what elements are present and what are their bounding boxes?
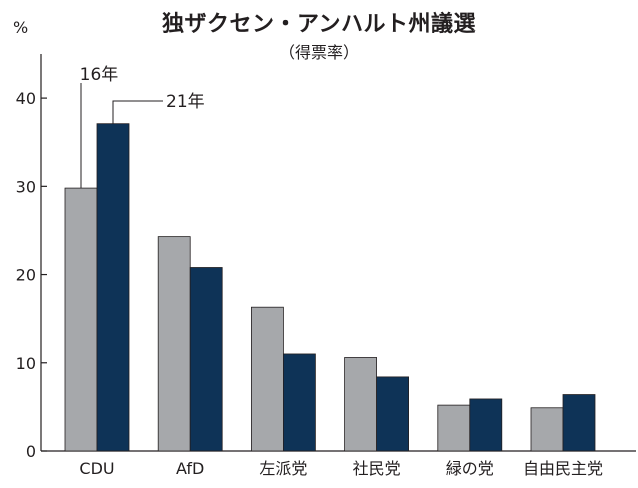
x-tick-label: CDU: [79, 459, 114, 478]
x-tick-label: 自由民主党: [523, 459, 603, 478]
y-tick-label: 30: [16, 177, 36, 196]
bar: [282, 353, 316, 452]
bar: [64, 187, 98, 452]
series-label: 16年: [80, 65, 119, 85]
bars: [64, 123, 596, 452]
bar: [562, 394, 596, 452]
x-tick-label: 左派党: [259, 459, 307, 478]
bar: [189, 267, 223, 452]
leader-line: [112, 100, 163, 124]
y-tick-label: 10: [16, 354, 36, 373]
bar: [250, 306, 284, 452]
bar: [376, 376, 410, 452]
x-tick-label: 緑の党: [446, 459, 494, 478]
y-axis-unit: %: [13, 18, 29, 37]
bar: [437, 404, 471, 452]
bar: [530, 407, 564, 452]
chart-title: 独ザクセン・アンハルト州議選: [161, 12, 477, 37]
x-tick-label: 社民党: [353, 459, 401, 478]
x-tick-label: AfD: [176, 459, 204, 478]
axes: 0 10 20 30 40: [16, 54, 636, 461]
bar: [344, 357, 378, 452]
y-tick-label: 20: [16, 266, 36, 285]
y-tick-label: 40: [16, 89, 36, 108]
chart-subtitle: （得票率）: [278, 43, 359, 62]
y-tick-label: 0: [26, 442, 36, 461]
labels: CDU AfD 左派党 社民党 緑の党 自由民主党 16年 21年: [79, 65, 603, 478]
bar: [96, 123, 130, 452]
series-label: 21年: [166, 92, 205, 112]
bar: [157, 236, 191, 452]
bar: [469, 398, 503, 452]
